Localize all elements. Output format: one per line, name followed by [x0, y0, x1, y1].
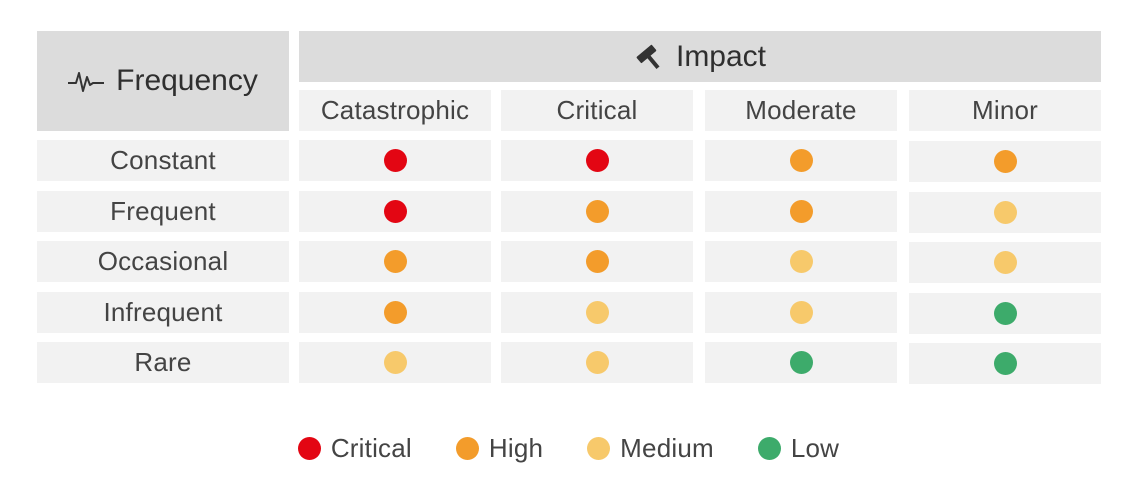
matrix-cell [705, 342, 897, 383]
legend-dot-high [455, 436, 479, 460]
pulse-icon [68, 69, 105, 93]
risk-dot-critical [383, 149, 407, 172]
column-header-catastrophic: Catastrophic [299, 90, 491, 131]
legend-label: High [488, 432, 544, 463]
risk-dot-high [789, 200, 813, 223]
legend: Critical High Medium Low [0, 428, 1137, 468]
legend-dot-low [757, 436, 781, 460]
risk-dot-low [993, 352, 1017, 375]
matrix-cell [909, 293, 1101, 334]
risk-dot-medium [993, 251, 1017, 274]
row-label-occasional: Occasional [37, 241, 289, 282]
row-label-rare: Rare [37, 342, 289, 383]
risk-dot-high [993, 150, 1017, 173]
risk-dot-high [585, 200, 609, 223]
matrix-cell [909, 242, 1101, 283]
matrix-cell [299, 292, 491, 333]
impact-header: Impact [299, 31, 1101, 82]
legend-item-critical: Critical [297, 432, 412, 464]
matrix-cell [299, 241, 491, 282]
risk-dot-low [789, 351, 813, 374]
matrix-cell [705, 292, 897, 333]
legend-item-high: High [455, 432, 544, 464]
column-header-critical: Critical [501, 90, 693, 131]
risk-dot-medium [789, 250, 813, 273]
matrix-cell [501, 342, 693, 383]
legend-label: Critical [330, 432, 412, 463]
matrix-cell [501, 292, 693, 333]
matrix-cell [501, 140, 693, 181]
frequency-header: Frequency [37, 31, 289, 131]
risk-dot-medium [993, 201, 1017, 224]
risk-dot-medium [585, 351, 609, 374]
matrix-cell [299, 342, 491, 383]
matrix-cell [501, 191, 693, 232]
risk-dot-low [993, 302, 1017, 325]
risk-dot-medium [789, 301, 813, 324]
legend-dot-medium [587, 436, 611, 460]
risk-dot-medium [585, 301, 609, 324]
legend-label: Low [790, 432, 840, 463]
risk-dot-medium [383, 351, 407, 374]
risk-dot-high [585, 250, 609, 273]
risk-dot-critical [585, 149, 609, 172]
matrix-cell [299, 191, 491, 232]
legend-item-medium: Medium [587, 433, 714, 464]
risk-dot-high [789, 149, 813, 172]
risk-dot-high [383, 250, 407, 273]
risk-dot-critical [383, 200, 407, 223]
hammer-icon [634, 43, 664, 71]
legend-dot-critical [297, 436, 321, 460]
row-label-frequent: Frequent [37, 191, 289, 232]
matrix-cell [909, 141, 1101, 182]
legend-item-low: Low [757, 432, 840, 464]
impact-title: Impact [675, 39, 767, 73]
risk-dot-high [383, 301, 407, 324]
matrix-cell [909, 343, 1101, 384]
frequency-title: Frequency [116, 64, 258, 97]
row-label-infrequent: Infrequent [37, 292, 289, 333]
matrix-cell [705, 241, 897, 282]
row-label-constant: Constant [37, 140, 289, 181]
matrix-cell [909, 192, 1101, 233]
legend-label: Medium [620, 432, 714, 463]
matrix-cell [705, 191, 897, 232]
column-header-minor: Minor [909, 90, 1101, 131]
matrix-cell [705, 140, 897, 181]
matrix-cell [299, 140, 491, 181]
column-header-moderate: Moderate [705, 90, 897, 131]
matrix-cell [501, 241, 693, 282]
